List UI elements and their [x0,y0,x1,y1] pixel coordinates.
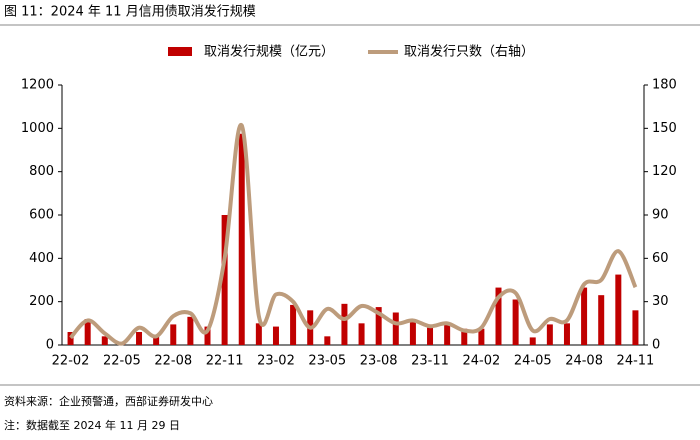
y-tick-label: 800 [29,164,54,179]
bar [581,287,588,345]
bar [615,274,622,345]
y-tick-label: 600 [29,208,54,223]
bar [153,336,160,345]
bar [512,299,519,345]
note: 注：数据截至 2024 年 11 月 29 日 [4,418,180,432]
bar [427,327,434,345]
y2-tick-label: 90 [652,208,669,223]
chart-title: 图 11：2024 年 11 月信用债取消发行规模 [4,4,256,20]
bar [272,326,279,345]
x-tick-label: 23-11 [411,354,449,369]
bar [563,323,570,345]
source: 资料来源：企业预警通，西部证券研发中心 [4,394,213,408]
bar [392,312,399,345]
y-tick-label: 0 [46,338,54,353]
y2-tick-label: 150 [652,121,677,136]
y-tick-label: 1000 [21,121,54,136]
bar [461,328,468,345]
x-tick-label: 23-05 [308,354,346,369]
y-tick-label: 400 [29,251,54,266]
bar [136,332,143,345]
x-tick-label: 22-05 [103,354,141,369]
y2-tick-label: 120 [652,164,677,179]
x-tick-label: 24-08 [565,354,603,369]
legend-label: 取消发行规模（亿元） [204,44,334,60]
legend-swatch [168,47,192,56]
bar [529,337,536,345]
bar [187,316,194,345]
x-tick-label: 22-11 [206,354,244,369]
bar [84,319,91,345]
bar [375,307,382,345]
y-tick-label: 1200 [21,78,54,93]
x-tick-label: 24-11 [617,354,655,369]
bar [204,326,211,345]
bar [632,310,639,345]
y-tick-label: 200 [29,294,54,309]
bar [478,328,485,345]
bar [495,287,502,345]
x-tick-label: 22-02 [52,354,90,369]
line [69,123,638,346]
x-tick-label: 23-02 [257,354,295,369]
bar [324,336,331,345]
bar [67,332,74,345]
y2-tick-label: 180 [652,78,677,93]
y2-tick-label: 60 [652,251,669,266]
legend-label: 取消发行只数（右轴） [404,44,534,60]
bar [221,215,228,345]
x-tick-label: 24-05 [514,354,552,369]
bar [341,303,348,345]
bar [238,133,245,345]
x-tick-label: 24-02 [462,354,500,369]
bar [444,324,451,345]
bar [290,304,297,345]
x-tick-label: 23-08 [360,354,398,369]
bar [255,323,262,345]
bar [101,336,108,345]
y2-tick-label: 0 [652,338,660,353]
x-tick-label: 22-08 [154,354,192,369]
bar [170,324,177,345]
y2-tick-label: 30 [652,294,669,309]
bar [546,324,553,345]
bar [598,295,605,345]
bar [409,319,416,345]
bar [358,323,365,345]
